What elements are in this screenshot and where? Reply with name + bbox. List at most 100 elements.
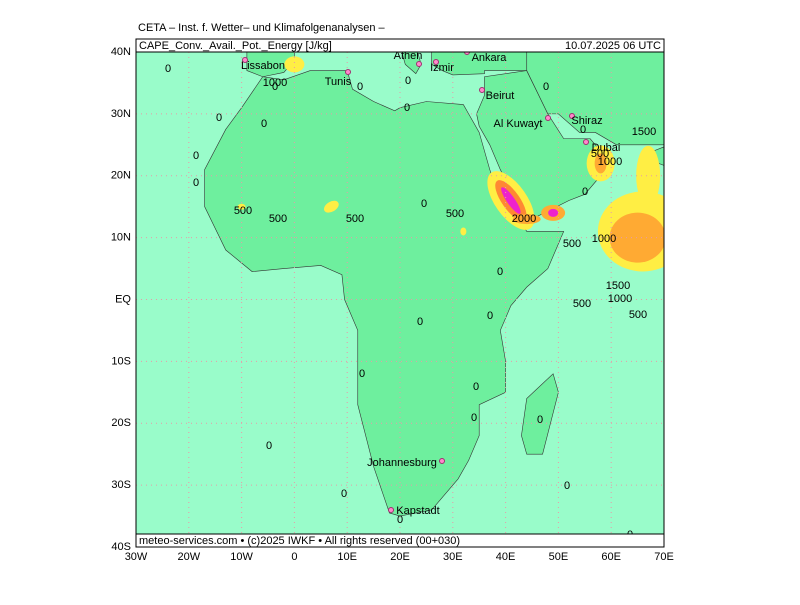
africa bbox=[204, 70, 565, 517]
contour-label: 0 bbox=[564, 480, 570, 492]
cape-shading bbox=[501, 187, 521, 214]
cape-shading bbox=[609, 212, 664, 263]
contour-label: 0 bbox=[580, 124, 586, 136]
lat-tick-label: 10S bbox=[111, 355, 131, 367]
contour-label: 500 bbox=[573, 298, 591, 310]
city-label: Ankara bbox=[472, 52, 508, 64]
cape-shading bbox=[594, 153, 607, 174]
city-label: Johannesburg bbox=[367, 457, 437, 469]
contour-label: 0 bbox=[357, 81, 363, 93]
contour-label: 0 bbox=[417, 316, 423, 328]
lon-tick-label: 60E bbox=[601, 551, 621, 563]
cape-shading bbox=[512, 214, 541, 225]
contour-label: 500 bbox=[446, 208, 464, 220]
contour-label: 1000 bbox=[263, 77, 287, 89]
contour-label: 1500 bbox=[632, 126, 656, 138]
contour-label: 0 bbox=[193, 177, 199, 189]
lon-tick-label: 50E bbox=[549, 551, 569, 563]
map-area: Lissabon Tunis Athen Izmir Ankara Beirut Al Ku… bbox=[136, 50, 664, 547]
lon-tick-label: 0 bbox=[291, 551, 297, 563]
city-marker bbox=[464, 52, 470, 55]
valid-time: 10.07.2025 06 UTC bbox=[565, 40, 661, 52]
lat-tick-label: 40S bbox=[111, 541, 131, 553]
contour-label: 0 bbox=[405, 75, 411, 87]
cape-shading bbox=[460, 227, 467, 236]
city-label: Kapstadt bbox=[396, 505, 439, 517]
contour-label: 0 bbox=[487, 310, 493, 322]
lon-tick-label: 70E bbox=[654, 551, 674, 563]
lon-tick-label: 10E bbox=[337, 551, 357, 563]
lat-tick-label: 40N bbox=[111, 46, 131, 58]
contour-label: 1000 bbox=[608, 293, 632, 305]
contour-label: 0 bbox=[421, 198, 427, 210]
cape-shading bbox=[636, 145, 661, 206]
contour-label: 0 bbox=[537, 414, 543, 426]
contour-label: 0 bbox=[473, 381, 479, 393]
contour-label: 0 bbox=[359, 368, 365, 380]
contour-label: 500 bbox=[234, 205, 252, 217]
city-marker bbox=[388, 507, 394, 513]
footer: meteo-services.com • (c)2025 IWKF • All … bbox=[139, 535, 460, 547]
contour-label: 0 bbox=[193, 150, 199, 162]
lat-tick-label: 30S bbox=[111, 479, 131, 491]
city-marker bbox=[242, 57, 248, 63]
city-label: Beirut bbox=[486, 90, 515, 102]
city-marker bbox=[583, 139, 589, 145]
contour-label: 500 bbox=[269, 213, 287, 225]
contour-label: 500 bbox=[563, 238, 581, 250]
contour-label: 0 bbox=[261, 118, 267, 130]
iran bbox=[526, 52, 664, 146]
contour-label: 0 bbox=[404, 102, 410, 114]
contour-label: 1000 bbox=[598, 156, 622, 168]
city-marker bbox=[479, 87, 485, 93]
contour-label: 0 bbox=[543, 81, 549, 93]
contour-label: 0 bbox=[397, 514, 403, 526]
frame bbox=[135, 51, 665, 548]
contour-label: 0 bbox=[471, 412, 477, 424]
madagascar bbox=[521, 373, 559, 455]
greece bbox=[401, 52, 422, 75]
cape-shading bbox=[548, 208, 559, 217]
lat-tick-label: 10N bbox=[111, 232, 131, 244]
lon-tick-label: 20W bbox=[177, 551, 200, 563]
contour-label: 0 bbox=[216, 112, 222, 124]
city-marker bbox=[416, 61, 422, 67]
lon-tick-label: 40E bbox=[496, 551, 516, 563]
city-label: Al Kuwayt bbox=[494, 118, 543, 130]
contour-label: 2000 bbox=[512, 213, 536, 225]
contour-label: 0 bbox=[266, 440, 272, 452]
city-label: Athen bbox=[394, 50, 423, 62]
contour-label: 0 bbox=[582, 186, 588, 198]
lat-tick-label: EQ bbox=[115, 293, 131, 305]
contour-label: 0 bbox=[341, 488, 347, 500]
city-label: Dubai bbox=[592, 142, 621, 154]
lat-tick-label: 20S bbox=[111, 417, 131, 429]
lon-tick-label: 30E bbox=[443, 551, 463, 563]
institute-title: CETA – Inst. f. Wetter– und Klimafolgena… bbox=[138, 22, 385, 34]
city-marker bbox=[545, 115, 551, 121]
turkey bbox=[431, 52, 528, 76]
city-label: Izmir bbox=[430, 62, 454, 74]
city-label: Shiraz bbox=[571, 115, 602, 127]
city-label: Tunis bbox=[325, 76, 352, 88]
lon-tick-label: 10W bbox=[230, 551, 253, 563]
cape-shading bbox=[284, 56, 305, 73]
contour-label: 500 bbox=[346, 213, 364, 225]
city-marker bbox=[439, 458, 445, 464]
contour-label: 1000 bbox=[592, 233, 616, 245]
contour-label: 0 bbox=[165, 63, 171, 75]
contour-label: 500 bbox=[591, 148, 609, 160]
cape-shading bbox=[323, 200, 339, 213]
city-marker bbox=[569, 113, 575, 119]
contour-label: 500 bbox=[629, 309, 647, 321]
city-marker bbox=[345, 69, 351, 75]
contour-label: 0 bbox=[272, 81, 278, 93]
cape-shading bbox=[237, 203, 246, 210]
lon-tick-label: 20E bbox=[390, 551, 410, 563]
city-marker bbox=[433, 59, 439, 65]
variable-label: CAPE_Conv._Avail._Pot._Energy [J/kg] bbox=[139, 40, 332, 52]
contour-label: 1500 bbox=[606, 280, 630, 292]
lat-tick-label: 30N bbox=[111, 108, 131, 120]
lon-tick-label: 30W bbox=[125, 551, 148, 563]
